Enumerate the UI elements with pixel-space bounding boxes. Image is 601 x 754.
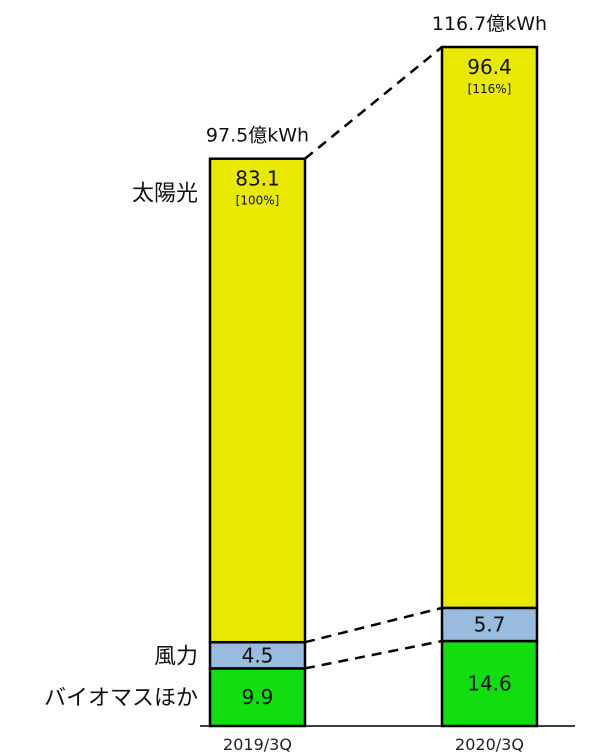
- value-label-3-2019/3Q: 83.1: [235, 167, 280, 191]
- bar-segment-2-2020/3Q: [440, 606, 539, 643]
- category-label-2019/3Q: 2019/3Q: [223, 735, 292, 754]
- total-label-2020/3Q: 116.7億kWh: [432, 13, 547, 35]
- bar-segment-2-2019/3Q: [208, 640, 307, 670]
- value-label-3-2020/3Q: 96.4: [467, 55, 512, 79]
- bar-segment-1-2019/3Q: [208, 667, 307, 728]
- series-label-3: 太陽光: [132, 182, 198, 207]
- total-label-2019/3Q: 97.5億kWh: [206, 125, 309, 147]
- connector-line-2: [304, 606, 443, 644]
- value-label-2-2019/3Q: 4.5: [242, 643, 274, 667]
- value-label-1-2020/3Q: 14.6: [467, 672, 512, 696]
- bar-segment-3-2020/3Q: [440, 45, 539, 610]
- connector-line-1: [304, 639, 443, 670]
- percent-label-2020/3Q: [116%]: [468, 82, 512, 96]
- percent-label-2019/3Q: [100%]: [236, 194, 280, 208]
- bar-segment-3-2019/3Q: [208, 157, 307, 644]
- connector-line-3: [304, 46, 443, 160]
- series-label-2: 風力: [154, 644, 198, 669]
- category-label-2020/3Q: 2020/3Q: [455, 735, 524, 754]
- value-label-2-2020/3Q: 5.7: [474, 612, 506, 636]
- series-label-1: バイオマスほか: [44, 686, 198, 711]
- value-label-1-2019/3Q: 9.9: [242, 685, 274, 709]
